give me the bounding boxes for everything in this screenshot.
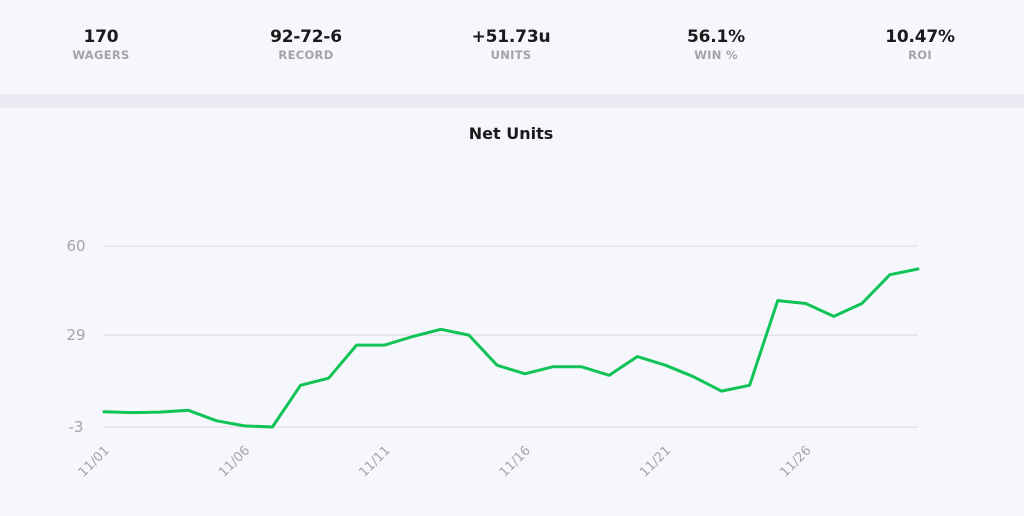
stats-bar: 170 WAGERS 92-72-6 RECORD +51.73u UNITS …	[0, 0, 1024, 94]
stat-value: 92-72-6	[270, 27, 342, 47]
net-units-line	[102, 267, 920, 429]
stat-value: 56.1%	[687, 27, 745, 47]
stat-label: UNITS	[490, 48, 532, 62]
stat-wagers: 170 WAGERS	[21, 26, 181, 62]
x-tick-label: 11/16	[497, 443, 534, 480]
y-tick-label: -3	[69, 418, 84, 436]
stat-label: ROI	[908, 48, 932, 62]
x-tick-label: 11/21	[637, 443, 674, 480]
stat-win-pct: 56.1% WIN %	[636, 26, 796, 62]
stat-value: +51.73u	[471, 27, 551, 47]
y-tick-label: 29	[66, 326, 85, 344]
stat-roi: 10.47% ROI	[840, 26, 1000, 62]
x-tick-label: 11/11	[356, 443, 393, 480]
stat-units: +51.73u UNITS	[431, 26, 591, 62]
stat-value: 10.47%	[885, 27, 955, 47]
net-units-chart: Net Units 60 29 -3 11/01 11/06 11/11 11/16 11/21…	[66, 124, 920, 480]
chart-panel: Net Units 60 29 -3 11/01 11/06 11/11 11/16 11/21…	[0, 108, 1024, 516]
stat-label: RECORD	[278, 48, 334, 62]
stat-value: 170	[83, 27, 119, 47]
stat-label: WAGERS	[72, 48, 130, 62]
x-tick-label: 11/01	[76, 443, 113, 480]
chart-title: Net Units	[469, 124, 554, 143]
stat-label: WIN %	[694, 48, 738, 62]
x-tick-label: 11/26	[777, 443, 814, 480]
x-tick-label: 11/06	[216, 443, 253, 480]
stat-record: 92-72-6 RECORD	[226, 26, 386, 62]
section-divider	[0, 94, 1024, 108]
y-tick-label: 60	[66, 237, 85, 255]
